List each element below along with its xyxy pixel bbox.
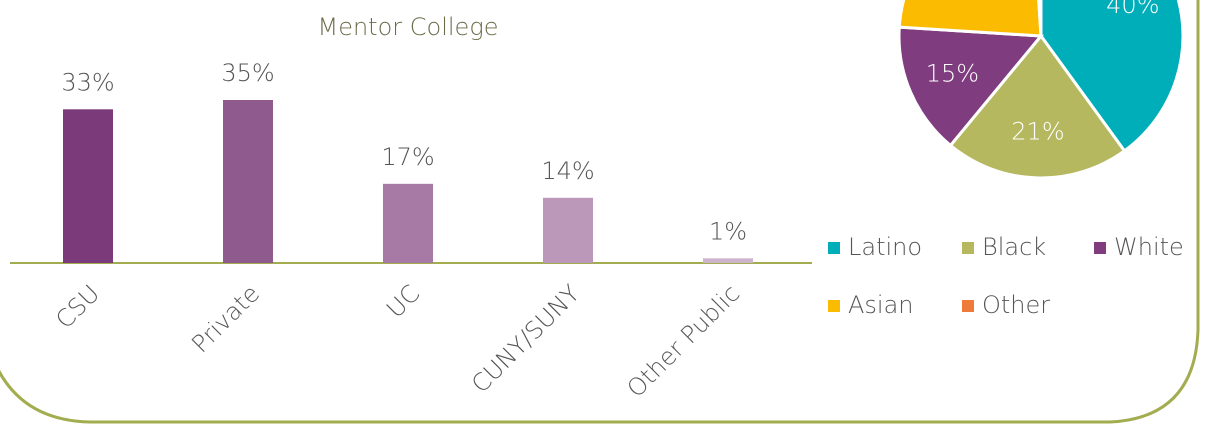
data-label: 17%	[381, 143, 434, 171]
x-tick-label: UC	[381, 279, 425, 323]
data-label: 15%	[926, 59, 979, 87]
pie-slice	[897, 25, 1045, 148]
bar	[383, 183, 433, 263]
bar	[223, 100, 273, 263]
bar	[63, 109, 113, 263]
pie-slice	[897, 0, 1043, 38]
x-tick-label: Private	[186, 279, 265, 358]
x-tick-label: Other Public	[622, 279, 746, 403]
x-tick-label: CUNY/SUNY	[466, 279, 585, 398]
data-label: 40%	[1106, 0, 1159, 19]
data-label: 21%	[1011, 118, 1064, 146]
pie-slice	[1037, 0, 1043, 37]
legend-swatch	[1094, 242, 1106, 254]
legend-label: Latino	[848, 233, 922, 261]
legend-swatch	[962, 300, 974, 312]
legend-label: Other	[982, 291, 1050, 319]
legend-label: Black	[982, 233, 1046, 261]
data-label: 14%	[541, 157, 594, 185]
pie-slice	[1039, 0, 1185, 153]
bar	[543, 197, 593, 263]
legend-swatch	[828, 242, 840, 254]
data-label: 35%	[221, 59, 274, 87]
data-label: 33%	[61, 68, 114, 96]
legend-label: Asian	[848, 291, 914, 319]
pie-slice	[948, 33, 1127, 180]
legend-label: White	[1114, 233, 1184, 261]
data-label: 1%	[709, 217, 747, 245]
legend-swatch	[962, 242, 974, 254]
chart-title: Mentor College	[318, 13, 499, 41]
x-tick-label: CSU	[50, 279, 105, 334]
legend-swatch	[828, 300, 840, 312]
bar	[703, 258, 753, 263]
